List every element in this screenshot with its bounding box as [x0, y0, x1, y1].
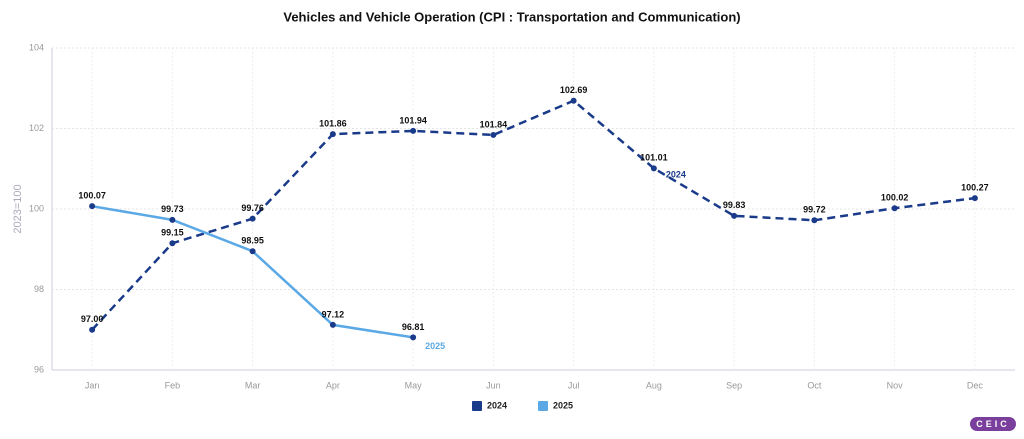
data-point [410, 127, 417, 134]
data-label: 100.27 [961, 183, 989, 193]
data-point [891, 205, 898, 212]
data-label: 99.76 [241, 203, 264, 213]
logo: CEIC [976, 419, 1010, 429]
x-tick-label: Feb [165, 380, 181, 390]
series-line [91, 99, 976, 331]
data-label: 96.81 [402, 322, 425, 332]
data-point [410, 334, 417, 341]
data-point [169, 216, 176, 223]
x-tick-label: Oct [807, 380, 822, 390]
data-point [329, 131, 336, 138]
y-tick-label: 102 [29, 123, 44, 133]
data-label: 101.86 [319, 119, 347, 129]
data-point [329, 321, 336, 328]
x-tick-label: Aug [646, 380, 662, 390]
data-label: 101.94 [399, 115, 427, 125]
x-tick-label: Jan [85, 380, 100, 390]
data-label: 100.07 [78, 191, 106, 201]
legend-swatch [472, 401, 482, 411]
data-point [811, 217, 818, 224]
data-label: 99.83 [723, 200, 746, 210]
y-tick-label: 100 [29, 203, 44, 213]
data-label: 99.72 [803, 205, 826, 215]
y-tick-label: 104 [29, 42, 44, 52]
data-point [650, 165, 657, 172]
data-point [89, 203, 96, 210]
data-point [249, 248, 256, 255]
y-tick-label: 98 [34, 284, 44, 294]
x-tick-label: Nov [887, 380, 904, 390]
data-label: 97.00 [81, 314, 104, 324]
chart-title: Vehicles and Vehicle Operation (CPI : Tr… [283, 9, 740, 24]
data-point [971, 195, 978, 202]
data-point [89, 326, 96, 333]
logo-badge [970, 417, 1016, 431]
data-label: 99.73 [161, 204, 184, 214]
x-tick-label: Jun [486, 380, 501, 390]
x-tick-label: May [405, 380, 423, 390]
data-label: 102.69 [560, 85, 588, 95]
x-tick-label: Apr [326, 380, 340, 390]
data-label: 101.01 [640, 153, 668, 163]
y-tick-label: 96 [34, 364, 44, 374]
data-label: 97.12 [322, 309, 345, 319]
legend-swatch [538, 401, 548, 411]
data-label: 99.15 [161, 228, 184, 238]
data-point [249, 215, 256, 222]
data-point [490, 131, 497, 138]
data-label: 101.84 [480, 119, 508, 129]
legend-label: 2025 [553, 400, 573, 410]
x-tick-label: Mar [245, 380, 261, 390]
x-tick-label: Sep [726, 380, 742, 390]
data-label: 100.02 [881, 193, 909, 203]
data-label: 98.95 [241, 236, 264, 246]
data-point [169, 240, 176, 247]
data-point [731, 212, 738, 219]
legend-label: 2024 [487, 400, 507, 410]
series-end-label: 2024 [666, 170, 686, 180]
y-axis-label: 2023=100 [12, 184, 24, 233]
x-tick-label: Dec [967, 380, 984, 390]
x-tick-label: Jul [568, 380, 580, 390]
series-end-label: 2025 [425, 341, 445, 351]
data-point [570, 97, 577, 104]
